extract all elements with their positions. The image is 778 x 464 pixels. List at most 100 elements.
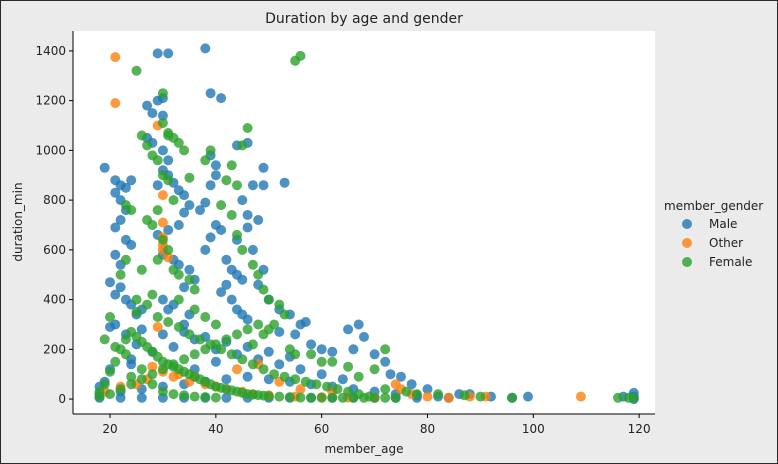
data-point <box>279 309 290 320</box>
data-point <box>247 180 258 191</box>
data-point <box>152 322 163 332</box>
data-point <box>120 349 131 360</box>
legend-title: member_gender <box>664 199 763 213</box>
data-point <box>210 170 221 181</box>
data-point <box>94 386 105 397</box>
data-point <box>157 386 168 397</box>
data-point <box>163 244 174 255</box>
data-point <box>269 369 280 380</box>
data-point <box>157 329 168 340</box>
data-point <box>274 299 285 310</box>
data-point <box>110 341 121 352</box>
data-point <box>163 304 174 315</box>
data-point <box>179 390 190 401</box>
data-point <box>396 371 406 382</box>
data-point <box>216 344 227 355</box>
data-point <box>120 182 131 193</box>
data-point <box>115 269 126 280</box>
data-point <box>157 118 168 128</box>
data-point <box>115 282 126 293</box>
data-point <box>131 294 142 305</box>
data-point <box>221 374 232 385</box>
data-point <box>290 349 301 360</box>
data-point <box>242 324 253 335</box>
data-point <box>258 180 269 191</box>
legend: member_gender Male Other Female <box>664 199 763 269</box>
data-point <box>369 349 380 360</box>
data-point <box>99 379 110 390</box>
data-point <box>136 324 147 335</box>
data-point <box>205 145 216 156</box>
data-point <box>110 289 121 300</box>
data-point <box>385 369 396 380</box>
data-point <box>242 222 253 233</box>
data-point <box>216 287 227 298</box>
data-point <box>105 366 115 377</box>
data-point <box>142 299 153 310</box>
data-point <box>120 334 131 345</box>
data-point <box>263 391 274 402</box>
data-point <box>232 180 242 191</box>
data-point <box>306 392 317 403</box>
data-point <box>401 386 412 397</box>
data-point <box>306 339 317 350</box>
data-point <box>306 349 317 360</box>
data-point <box>295 50 306 61</box>
data-point <box>284 392 295 403</box>
data-point <box>316 392 327 403</box>
data-point <box>279 177 290 188</box>
y-tick-label: 600 <box>43 243 66 257</box>
data-point <box>210 356 221 367</box>
data-point <box>152 312 163 322</box>
data-point <box>459 390 470 401</box>
data-point <box>110 52 121 63</box>
legend-label-female: Female <box>709 255 752 269</box>
data-point <box>168 195 179 206</box>
data-point <box>247 259 258 270</box>
data-point <box>221 175 232 186</box>
data-point <box>216 225 227 235</box>
y-axis-title: duration_min <box>11 182 25 261</box>
data-point <box>247 339 258 350</box>
legend-marker-other <box>682 238 692 248</box>
data-point <box>353 389 364 400</box>
legend-label-male: Male <box>709 217 737 231</box>
data-point <box>226 349 237 360</box>
data-point <box>443 392 454 403</box>
data-point <box>142 140 153 151</box>
data-point <box>147 220 158 230</box>
y-tick-label: 1000 <box>35 143 66 157</box>
data-point <box>226 294 237 305</box>
data-point <box>316 369 327 380</box>
data-point <box>253 319 264 330</box>
data-point <box>152 205 163 216</box>
data-point <box>523 391 533 402</box>
data-point <box>274 391 285 402</box>
data-point <box>232 364 242 375</box>
data-point <box>274 326 285 337</box>
data-point <box>628 392 639 403</box>
data-point <box>200 244 211 255</box>
data-point <box>184 329 195 340</box>
data-point <box>380 392 391 403</box>
data-point <box>200 155 211 166</box>
data-point <box>168 341 179 352</box>
data-point <box>126 379 137 390</box>
data-point <box>136 374 147 385</box>
data-point <box>263 294 274 305</box>
data-point <box>295 364 306 375</box>
data-point <box>136 364 147 375</box>
data-point <box>316 356 327 367</box>
data-point <box>237 140 248 151</box>
data-point <box>195 205 205 216</box>
data-point <box>300 376 311 387</box>
data-point <box>99 334 110 345</box>
data-point <box>327 392 338 403</box>
data-point <box>157 88 168 99</box>
data-point <box>105 312 115 322</box>
data-point <box>157 294 168 305</box>
chart-title: Duration by age and gender <box>265 11 463 27</box>
x-axis-title: member_age <box>324 442 403 456</box>
data-point <box>343 386 354 397</box>
